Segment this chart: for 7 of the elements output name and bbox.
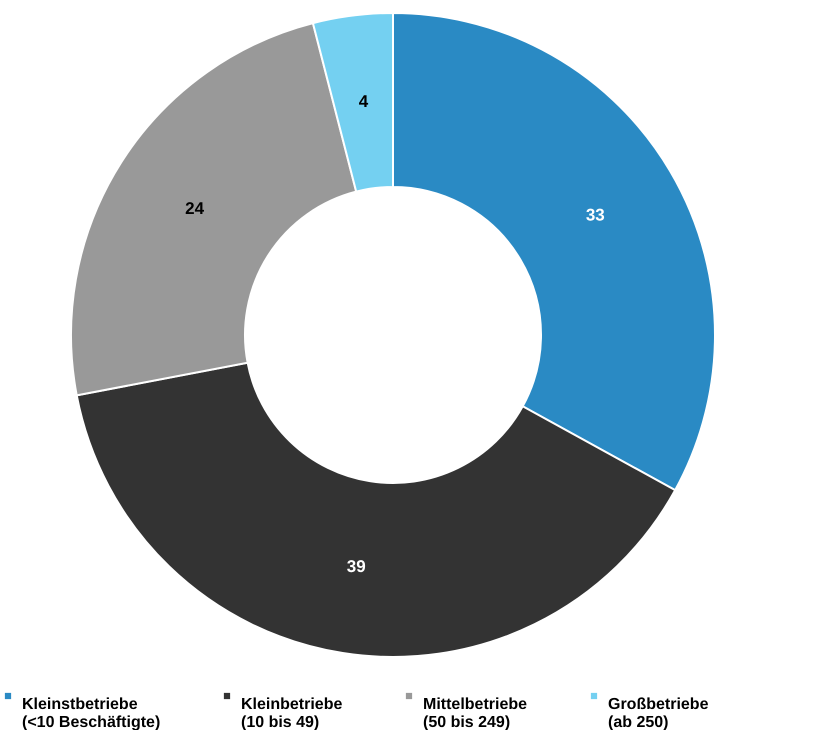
data-label: 33 <box>586 205 605 224</box>
legend-label: Mittelbetriebe (50 bis 249) <box>423 696 528 731</box>
data-label: 4 <box>358 92 369 111</box>
legend-label: Kleinbetriebe (10 bis 49) <box>241 696 342 731</box>
data-label: 39 <box>346 557 366 576</box>
data-label: 24 <box>185 199 205 218</box>
legend-label: Großbetriebe (ab 250) <box>608 696 709 731</box>
